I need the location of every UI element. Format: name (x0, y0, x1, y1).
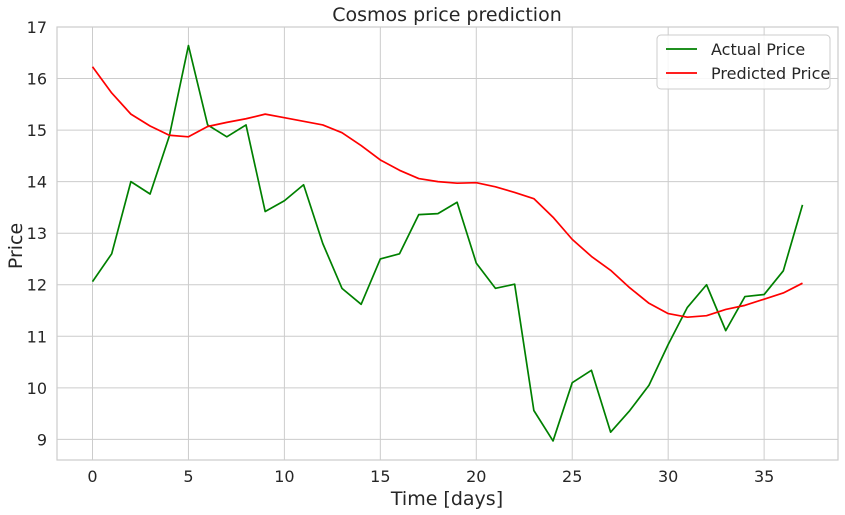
y-tick-labels: 9 10 11 12 13 14 15 16 17 (27, 18, 47, 449)
y-tick-label: 15 (27, 121, 47, 140)
chart-title: Cosmos price prediction (332, 4, 562, 26)
x-tick-label: 25 (562, 467, 582, 486)
x-tick-label: 35 (754, 467, 774, 486)
legend-box (656, 34, 831, 90)
legend-label-1: Predicted Price (711, 64, 830, 83)
y-tick-label: 14 (27, 173, 47, 192)
legend-label-0: Actual Price (711, 40, 805, 59)
plot-background (57, 27, 838, 460)
x-tick-label: 30 (658, 467, 678, 486)
y-tick-label: 10 (27, 379, 47, 398)
x-tick-label: 15 (370, 467, 390, 486)
series-lines (91, 44, 804, 442)
x-tick-label: 5 (183, 467, 193, 486)
series-line-0 (91, 44, 804, 442)
y-tick-label: 11 (27, 327, 47, 346)
x-axis-label: Time [days] (390, 488, 503, 510)
y-tick-label: 12 (27, 276, 47, 295)
series-line-1 (91, 66, 803, 319)
y-tick-label: 17 (27, 18, 47, 37)
y-axis-label: Price (5, 223, 27, 269)
y-tick-label: 16 (27, 70, 47, 89)
y-tick-label: 9 (37, 430, 47, 449)
x-tick-label: 20 (466, 467, 486, 486)
legend: Actual Price Predicted Price (656, 34, 831, 90)
plot-frame (56, 26, 839, 461)
x-tick-label: 10 (274, 467, 294, 486)
x-tick-label: 0 (87, 467, 97, 486)
x-tick-labels: 0 5 10 15 20 25 30 35 (87, 467, 774, 486)
y-tick-label: 13 (27, 224, 47, 243)
